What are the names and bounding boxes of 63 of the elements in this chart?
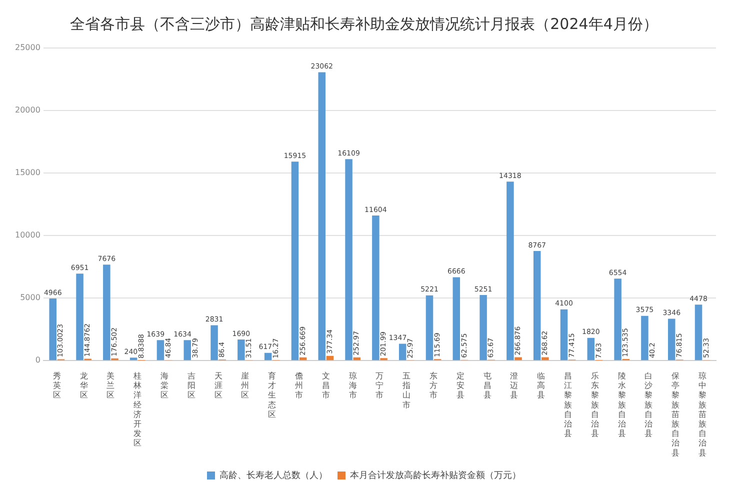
x-tick-label: 秀英区: [52, 371, 61, 400]
bar: [560, 309, 568, 360]
x-tick-label: 陵水黎族自治县: [618, 371, 626, 438]
bar: [641, 316, 648, 360]
bar: [514, 357, 522, 360]
bar: [506, 182, 514, 360]
bar: [353, 357, 360, 360]
x-tick-label: 海棠区: [160, 371, 169, 400]
x-tick-label: 龙华区: [80, 371, 88, 400]
category-label: 琼中黎族苗族自治县: [698, 371, 707, 458]
bar: [542, 357, 549, 360]
bar: [694, 304, 702, 360]
x-tick-label: 万宁市: [376, 371, 384, 400]
bar: [130, 358, 138, 360]
x-tick-label: 定安县: [456, 371, 464, 400]
bar: [480, 294, 487, 360]
bar: [533, 250, 541, 360]
bar: [184, 340, 192, 360]
bar: [49, 298, 56, 360]
y-tick-label: 25000: [14, 43, 40, 52]
category-label: 保亭黎族苗族自治县: [672, 371, 680, 458]
x-tick-label: 东方市: [430, 371, 438, 400]
bar: [238, 339, 245, 360]
bar: [264, 352, 272, 360]
x-tick-label: 崖州区: [241, 371, 250, 400]
x-tick-label: 五指山市: [402, 371, 411, 410]
x-tick-label: 白沙黎族自治县: [644, 371, 653, 438]
x-tick-label: 临高县: [537, 371, 546, 400]
y-tick-label: 20000: [14, 106, 40, 115]
y-tick-label: 10000: [14, 230, 40, 240]
bar: [156, 340, 164, 360]
bar: [398, 344, 406, 360]
legend-label: 高龄、长寿老人总数（人）: [220, 470, 328, 481]
bar: [76, 274, 84, 360]
x-tick-label: 文昌市: [322, 371, 330, 400]
legend-label: 本月合计发放高龄长寿补贴资金额（万元）: [350, 470, 521, 481]
x-tick-label: 琼海市: [348, 371, 357, 400]
bar: [318, 72, 326, 360]
x-tick-label: 吉阳区: [187, 371, 196, 400]
bar: [372, 216, 380, 360]
x-tick-label: 昌江黎族自治县: [564, 371, 572, 438]
y-tick-label: 0: [35, 356, 40, 365]
chart-title: 全省各市县（不含三沙市）高龄津贴和长寿补助金发放情况统计月报表（2024年4月份）: [70, 14, 658, 33]
x-tick-label: 屯昌县: [483, 371, 492, 400]
x-tick-label: 澄迈县: [510, 371, 518, 400]
bar: [210, 325, 218, 360]
x-tick-label: 育才生态区: [267, 371, 276, 419]
bar: [668, 318, 676, 360]
bar: [587, 338, 595, 360]
bar: [291, 162, 299, 360]
x-tick-label: 儋州市: [295, 371, 304, 400]
bar: [452, 277, 460, 360]
bar: [345, 159, 352, 360]
bar: [614, 278, 622, 360]
bar: [426, 295, 434, 360]
x-tick-label: 美兰区: [106, 371, 115, 400]
x-tick-label: 天涯区: [214, 371, 222, 400]
y-tick-label: 15000: [14, 168, 40, 178]
y-tick-label: 5000: [20, 293, 40, 302]
bar: [326, 356, 334, 360]
x-tick-label: 乐东黎族自治县: [590, 371, 599, 438]
bar: [103, 264, 110, 360]
x-tick-label: 桂林洋经济开发区: [132, 371, 142, 448]
